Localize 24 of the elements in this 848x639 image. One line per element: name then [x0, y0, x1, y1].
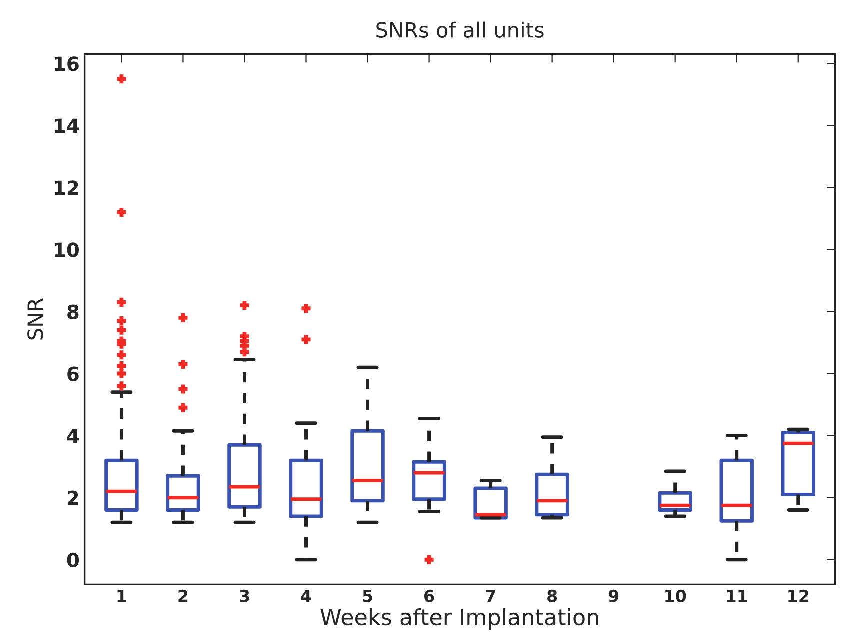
x-axis-title: Weeks after Implantation: [320, 608, 598, 630]
x-tick-label: 9: [608, 590, 619, 602]
x-tick-label: 10: [666, 590, 686, 602]
y-tick-label: 8: [68, 304, 79, 320]
y-tick-label: 0: [67, 552, 80, 568]
y-tick-label: 12: [55, 180, 78, 196]
x-tick-label: 3: [240, 590, 250, 602]
y-tick-label: 4: [67, 429, 80, 444]
y-axis-title: SNR: [28, 298, 44, 340]
x-tick-label: 6: [424, 590, 434, 602]
y-tick-label: 16: [55, 56, 79, 72]
y-tick-label: 6: [68, 366, 79, 382]
x-tick-label: 11: [727, 590, 748, 602]
x-tick-label: 1: [118, 590, 126, 602]
x-tick-label: 12: [788, 590, 809, 602]
x-tick-label: 4: [301, 590, 312, 602]
y-tick-label: 14: [55, 118, 80, 134]
chart-title: SNRs of all units: [376, 22, 544, 38]
y-tick-label: 10: [55, 242, 80, 258]
x-tick-label: 2: [178, 590, 188, 602]
y-tick-label: 2: [68, 490, 78, 506]
x-tick-label: 8: [548, 590, 558, 602]
x-tick-label: 7: [486, 590, 496, 602]
x-tick-label: 5: [363, 590, 372, 602]
